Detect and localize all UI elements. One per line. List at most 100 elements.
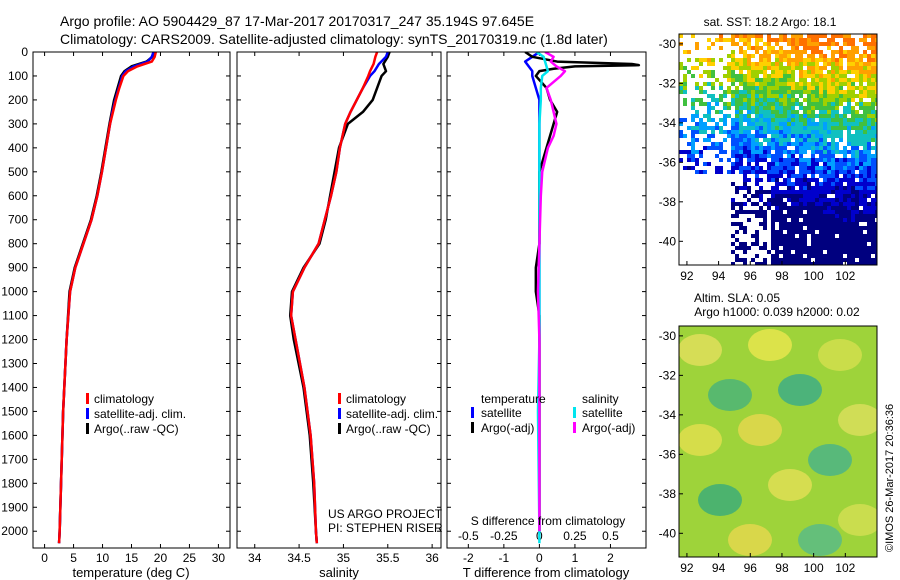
sst-cell bbox=[803, 82, 807, 86]
sst-cell bbox=[779, 50, 783, 54]
sst-cell bbox=[815, 206, 819, 210]
sst-cell bbox=[771, 134, 775, 138]
sst-cell bbox=[847, 194, 851, 198]
sst-cell bbox=[811, 118, 815, 122]
sst-cell bbox=[839, 138, 843, 142]
sst-cell bbox=[779, 258, 783, 262]
sst-cell bbox=[791, 230, 795, 234]
sst-cell bbox=[735, 122, 739, 126]
sst-cell bbox=[735, 210, 739, 214]
map-x-tick-label: 94 bbox=[712, 561, 726, 575]
sst-cell bbox=[695, 170, 699, 174]
sst-cell bbox=[823, 110, 827, 114]
sst-cell bbox=[743, 118, 747, 122]
sst-cell bbox=[755, 130, 759, 134]
sst-cell bbox=[819, 182, 823, 186]
sst-cell bbox=[799, 62, 803, 66]
sst-cell bbox=[855, 234, 859, 238]
sst-cell bbox=[803, 186, 807, 190]
sst-cell bbox=[727, 54, 731, 58]
sst-cell bbox=[831, 254, 835, 258]
sst-cell bbox=[827, 190, 831, 194]
sst-cell bbox=[767, 114, 771, 118]
sst-cell bbox=[831, 102, 835, 106]
sst-cell bbox=[751, 150, 755, 154]
sst-cell bbox=[763, 98, 767, 102]
sst-cell bbox=[755, 74, 759, 78]
sst-cell bbox=[755, 190, 759, 194]
sst-cell bbox=[815, 178, 819, 182]
sst-cell bbox=[815, 198, 819, 202]
map-x-tick-label: 96 bbox=[744, 561, 758, 575]
sst-cell bbox=[875, 82, 877, 86]
sst-cell bbox=[775, 102, 779, 106]
sst-cell bbox=[735, 238, 739, 242]
sst-cell bbox=[691, 166, 695, 170]
sst-cell bbox=[739, 110, 743, 114]
sst-cell bbox=[815, 114, 819, 118]
sst-cell bbox=[683, 82, 687, 86]
sst-cell bbox=[683, 166, 687, 170]
sst-cell bbox=[775, 238, 779, 242]
sst-cell bbox=[767, 94, 771, 98]
sst-cell bbox=[875, 110, 877, 114]
x-tick-label: 35 bbox=[337, 551, 351, 565]
sst-cell bbox=[815, 90, 819, 94]
sst-cell bbox=[859, 238, 863, 242]
sst-cell bbox=[691, 154, 695, 158]
sst-cell bbox=[783, 194, 787, 198]
sst-cell bbox=[819, 226, 823, 230]
sst-cell bbox=[819, 218, 823, 222]
sst-cell bbox=[791, 202, 795, 206]
sst-cell bbox=[839, 230, 843, 234]
sst-cell bbox=[759, 158, 763, 162]
sst-cell bbox=[851, 234, 855, 238]
sst-cell bbox=[839, 134, 843, 138]
sst-cell bbox=[811, 110, 815, 114]
sst-cell bbox=[847, 170, 851, 174]
sst-cell bbox=[871, 170, 875, 174]
sst-cell bbox=[843, 82, 847, 86]
sst-cell bbox=[819, 118, 823, 122]
map-y-tick-label: -34 bbox=[659, 408, 677, 422]
sst-cell bbox=[791, 190, 795, 194]
sst-cell bbox=[763, 214, 767, 218]
y-tick-label: 1100 bbox=[2, 309, 28, 323]
sst-cell bbox=[851, 46, 855, 50]
sst-cell bbox=[835, 250, 839, 254]
sst-cell bbox=[775, 182, 779, 186]
sst-cell bbox=[767, 178, 771, 182]
sst-cell bbox=[835, 246, 839, 250]
sst-cell bbox=[839, 170, 843, 174]
sst-cell bbox=[815, 74, 819, 78]
sst-cell bbox=[803, 150, 807, 154]
sst-cell bbox=[691, 106, 695, 110]
sst-cell bbox=[855, 110, 859, 114]
legend-swatch bbox=[338, 423, 341, 434]
sst-cell bbox=[823, 114, 827, 118]
sst-cell bbox=[863, 130, 867, 134]
sst-cell bbox=[835, 94, 839, 98]
sst-cell bbox=[823, 254, 827, 258]
sst-cell bbox=[867, 230, 871, 234]
sst-cell bbox=[823, 58, 827, 62]
sst-cell bbox=[719, 166, 723, 170]
sst-cell bbox=[779, 134, 783, 138]
sst-cell bbox=[751, 154, 755, 158]
sst-cell bbox=[847, 234, 851, 238]
sst-cell bbox=[763, 130, 767, 134]
sst-cell bbox=[787, 142, 791, 146]
sst-cell bbox=[799, 114, 803, 118]
sst-cell bbox=[791, 198, 795, 202]
sst-cell bbox=[835, 258, 839, 262]
sst-cell bbox=[843, 230, 847, 234]
sst-cell bbox=[735, 246, 739, 250]
sst-cell bbox=[711, 146, 715, 150]
sst-cell bbox=[695, 82, 699, 86]
sst-cell bbox=[795, 34, 799, 38]
sst-cell bbox=[731, 94, 735, 98]
sst-cell bbox=[763, 70, 767, 74]
sst-cell bbox=[815, 190, 819, 194]
sst-cell bbox=[751, 94, 755, 98]
sst-cell bbox=[791, 194, 795, 198]
